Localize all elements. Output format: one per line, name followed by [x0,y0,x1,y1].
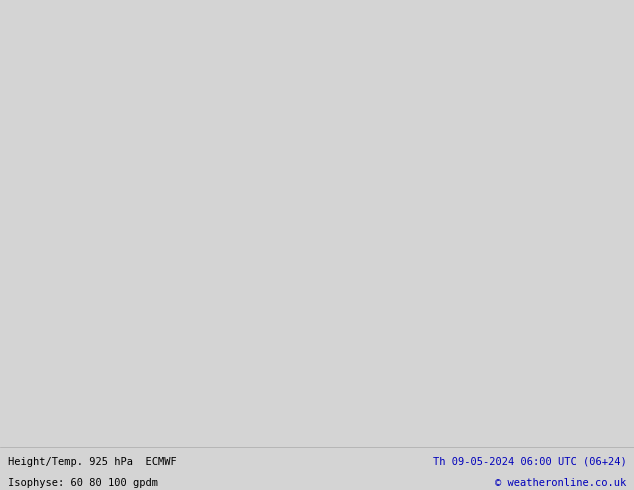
Text: © weatheronline.co.uk: © weatheronline.co.uk [495,478,626,488]
Text: Th 09-05-2024 06:00 UTC (06+24): Th 09-05-2024 06:00 UTC (06+24) [432,457,626,467]
Text: Height/Temp. 925 hPa  ECMWF: Height/Temp. 925 hPa ECMWF [8,457,176,467]
Text: Isophyse: 60 80 100 gpdm: Isophyse: 60 80 100 gpdm [8,478,158,488]
